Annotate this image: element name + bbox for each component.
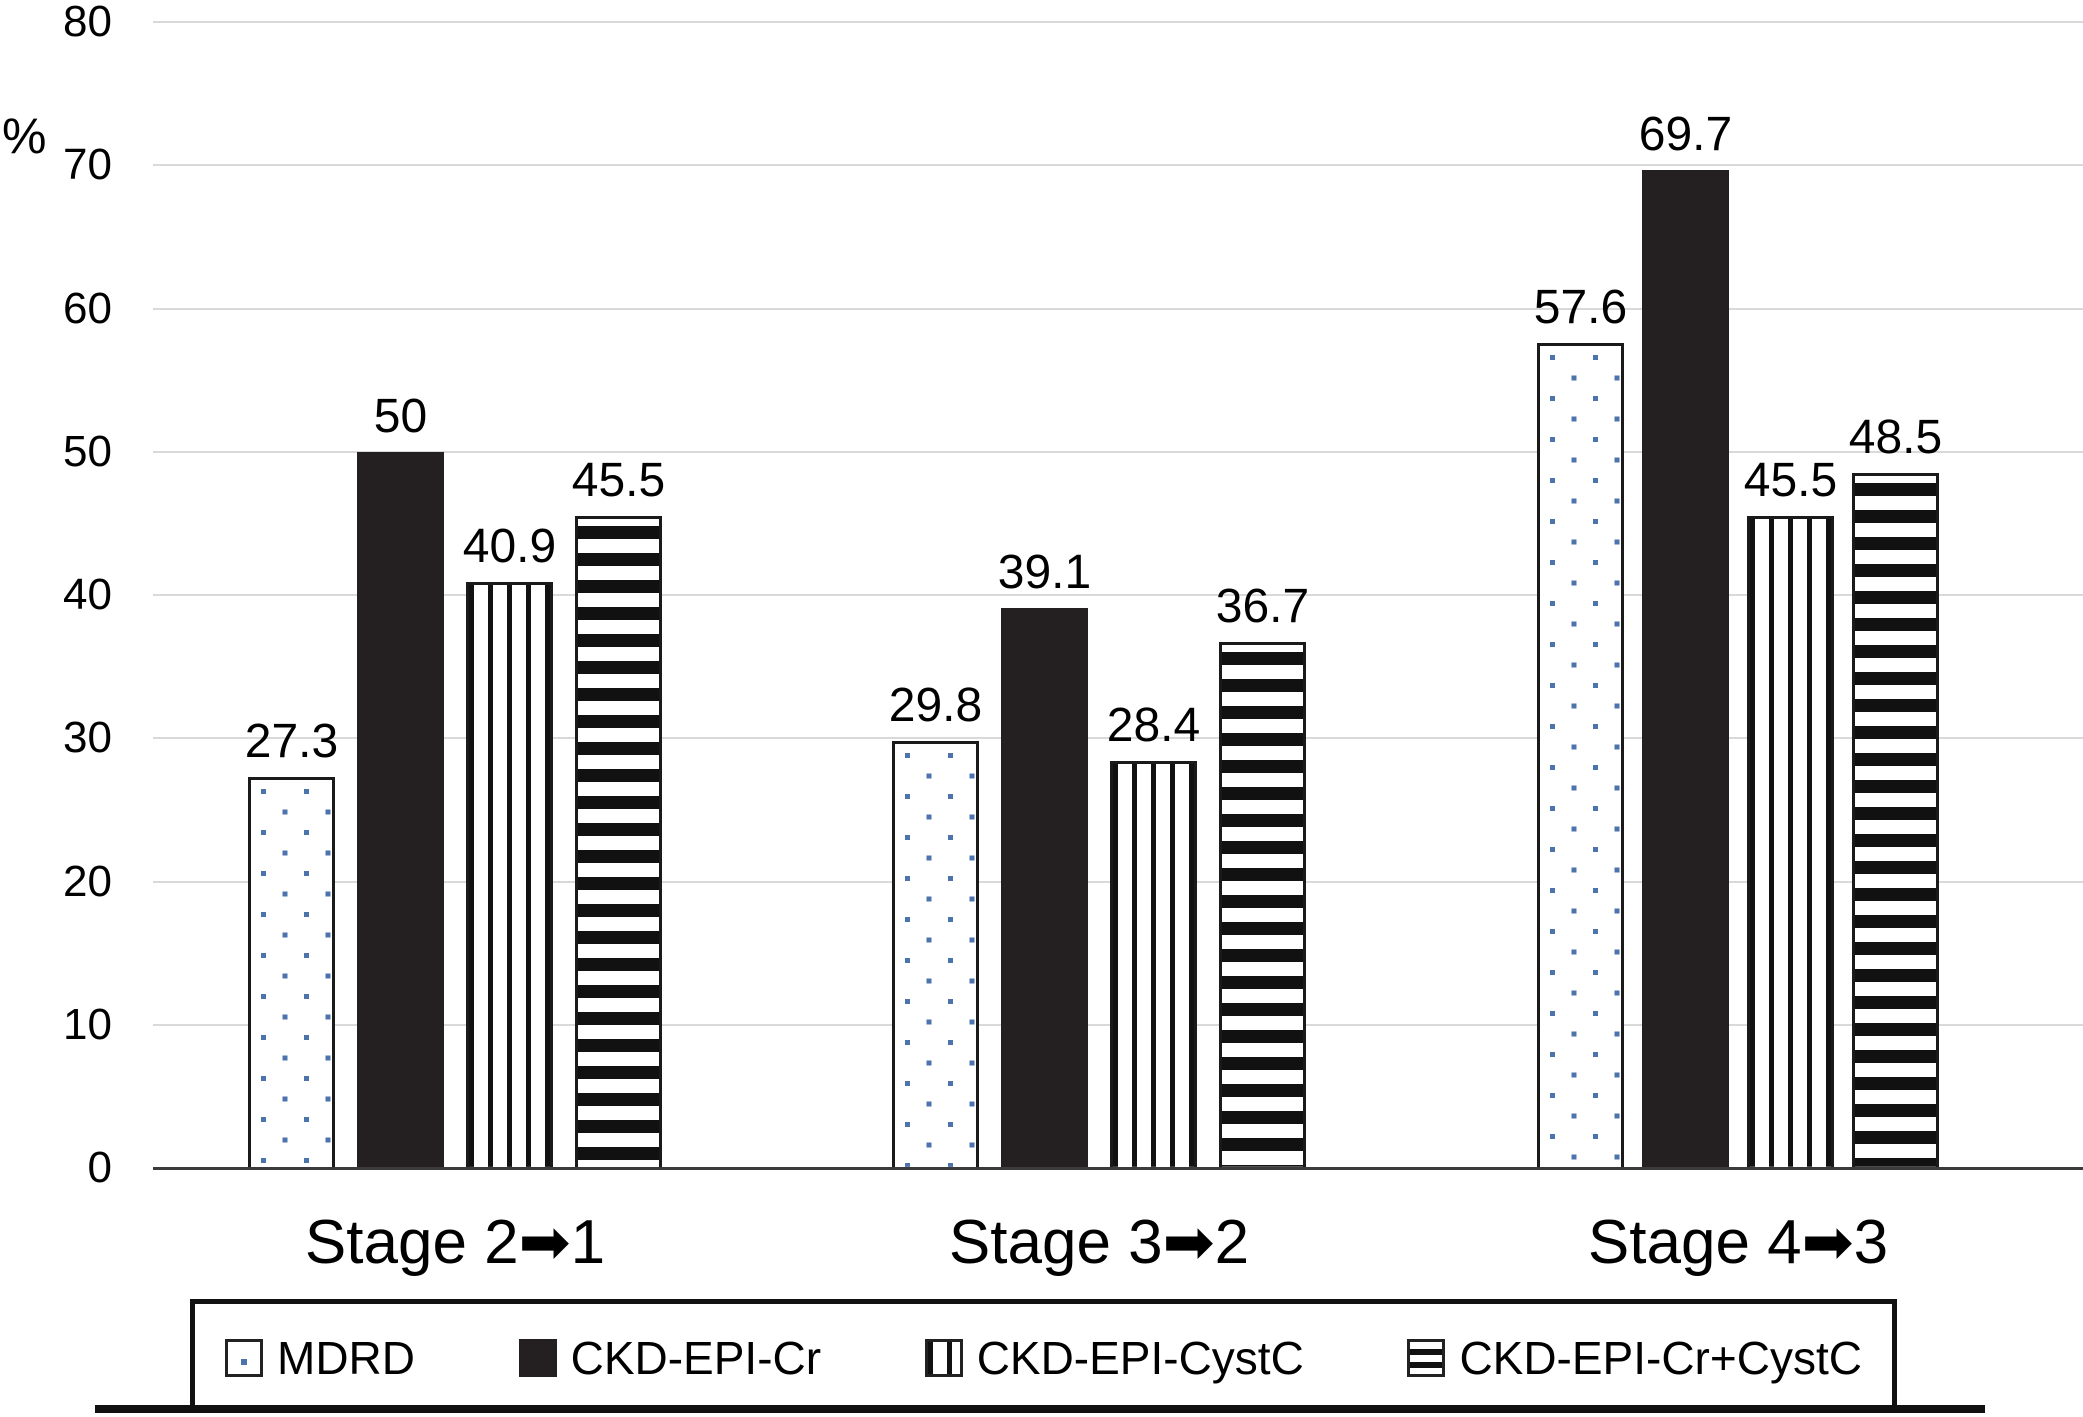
bar-ckd-epi-cr-group1 [357,451,444,1170]
vertical-stripes-pattern-fill [1113,764,1194,1167]
value-label-ckd-epi-cr-group1: 50 [373,389,428,443]
legend-label-ckd-epi-cr: CKD-EPI-Cr [570,1331,822,1384]
legend-label-ckd-epi-cystc: CKD-EPI-CystC [976,1331,1304,1384]
value-label-ckd-epi-cr-cystc-group1: 45.5 [571,454,666,508]
dots-pattern-fill [1540,345,1621,1167]
y-tick-label-80: 80 [63,0,112,46]
gridline-30 [153,737,2083,740]
gridline-70 [153,164,2083,167]
value-label-ckd-epi-cystc-group2: 28.4 [1106,699,1201,753]
bar-ckd-epi-cr-group2 [1001,607,1088,1170]
vertical-stripes-pattern-fill [1750,519,1831,1167]
value-label-ckd-epi-cystc-group3: 45.5 [1743,454,1838,508]
bar-mdrd-group1 [248,776,335,1170]
value-label-ckd-epi-cystc-group1: 40.9 [462,520,557,574]
y-tick-label-70: 70 [63,140,112,190]
legend-item-ckd-epi-cystc: CKD-EPI-CystC [924,1331,1304,1384]
dot-swatch-fill [228,1341,260,1374]
gridline-80 [153,21,2083,23]
bar-ckd-epi-cr-group3 [1642,169,1729,1170]
legend-swatch-horizontal-stripes-icon [1407,1338,1446,1377]
bar-mdrd-group2 [892,741,979,1170]
category-label-1: Stage 2➡1 [304,1208,606,1277]
y-tick-label-40: 40 [63,570,112,619]
y-tick-label-20: 20 [63,856,112,906]
y-tick-label-30: 30 [63,713,112,763]
value-label-ckd-epi-cr-cystc-group3: 48.5 [1848,411,1943,465]
legend-label-mdrd: MDRD [277,1331,415,1384]
category-label-3: Stage 4➡3 [1587,1208,1889,1277]
y-tick-label-0: 0 [87,1143,112,1192]
hstripe-swatch-fill [1410,1341,1443,1374]
value-label-ckd-epi-cr-group3: 69.7 [1638,107,1733,161]
gridline-40 [153,594,2083,596]
dots-pattern-fill [895,744,976,1167]
y-tick-label-50: 50 [63,426,112,476]
vstripe-swatch-fill [927,1341,960,1374]
bar-ckd-epi-cr-cystc-group3 [1852,473,1939,1170]
value-label-ckd-epi-cr-cystc-group2: 36.7 [1215,580,1310,634]
bar-ckd-epi-cr-cystc-group2 [1219,642,1306,1170]
legend-swatch-dots-icon [225,1338,263,1377]
legend-label-ckd-epi-cr-cystc: CKD-EPI-Cr+CystC [1459,1331,1862,1384]
y-axis-unit-label: % [2,108,47,164]
x-axis-line [153,1167,2083,1170]
gridline-60 [153,307,2083,310]
dots-pattern-fill [251,779,332,1167]
bar-mdrd-group3 [1537,342,1624,1170]
category-label-2: Stage 3➡2 [948,1208,1250,1277]
legend-item-ckd-epi-cr-cystc: CKD-EPI-Cr+CystC [1407,1333,1862,1383]
y-tick-label-60: 60 [63,283,112,333]
legend-item-mdrd: MDRD [225,1333,415,1383]
horizontal-stripes-pattern-fill [1855,476,1936,1167]
y-tick-label-10: 10 [63,999,112,1049]
horizontal-stripes-pattern-fill [1222,645,1303,1167]
figure-bottom-rule [95,1405,1985,1413]
value-label-mdrd-group3: 57.6 [1533,280,1628,334]
bar-ckd-epi-cystc-group1 [466,582,553,1170]
legend-swatch-vertical-stripes-icon [924,1338,963,1377]
value-label-ckd-epi-cr-group2: 39.1 [997,545,1092,599]
bar-ckd-epi-cystc-group3 [1747,516,1834,1170]
value-label-mdrd-group1: 27.3 [244,714,339,768]
legend-swatch-solid-icon [518,1338,557,1377]
gridline-50 [153,450,2083,453]
legend: MDRD CKD-EPI-Cr CKD-EPI-CystC CKD-EPI-Cr+Cy… [190,1299,1897,1411]
horizontal-stripes-pattern-fill [578,519,659,1167]
bar-ckd-epi-cr-cystc-group1 [575,516,662,1170]
bar-ckd-epi-cystc-group2 [1110,761,1197,1170]
vertical-stripes-pattern-fill [469,585,550,1167]
value-label-mdrd-group2: 29.8 [888,679,983,733]
legend-item-ckd-epi-cr: CKD-EPI-Cr [518,1331,822,1384]
